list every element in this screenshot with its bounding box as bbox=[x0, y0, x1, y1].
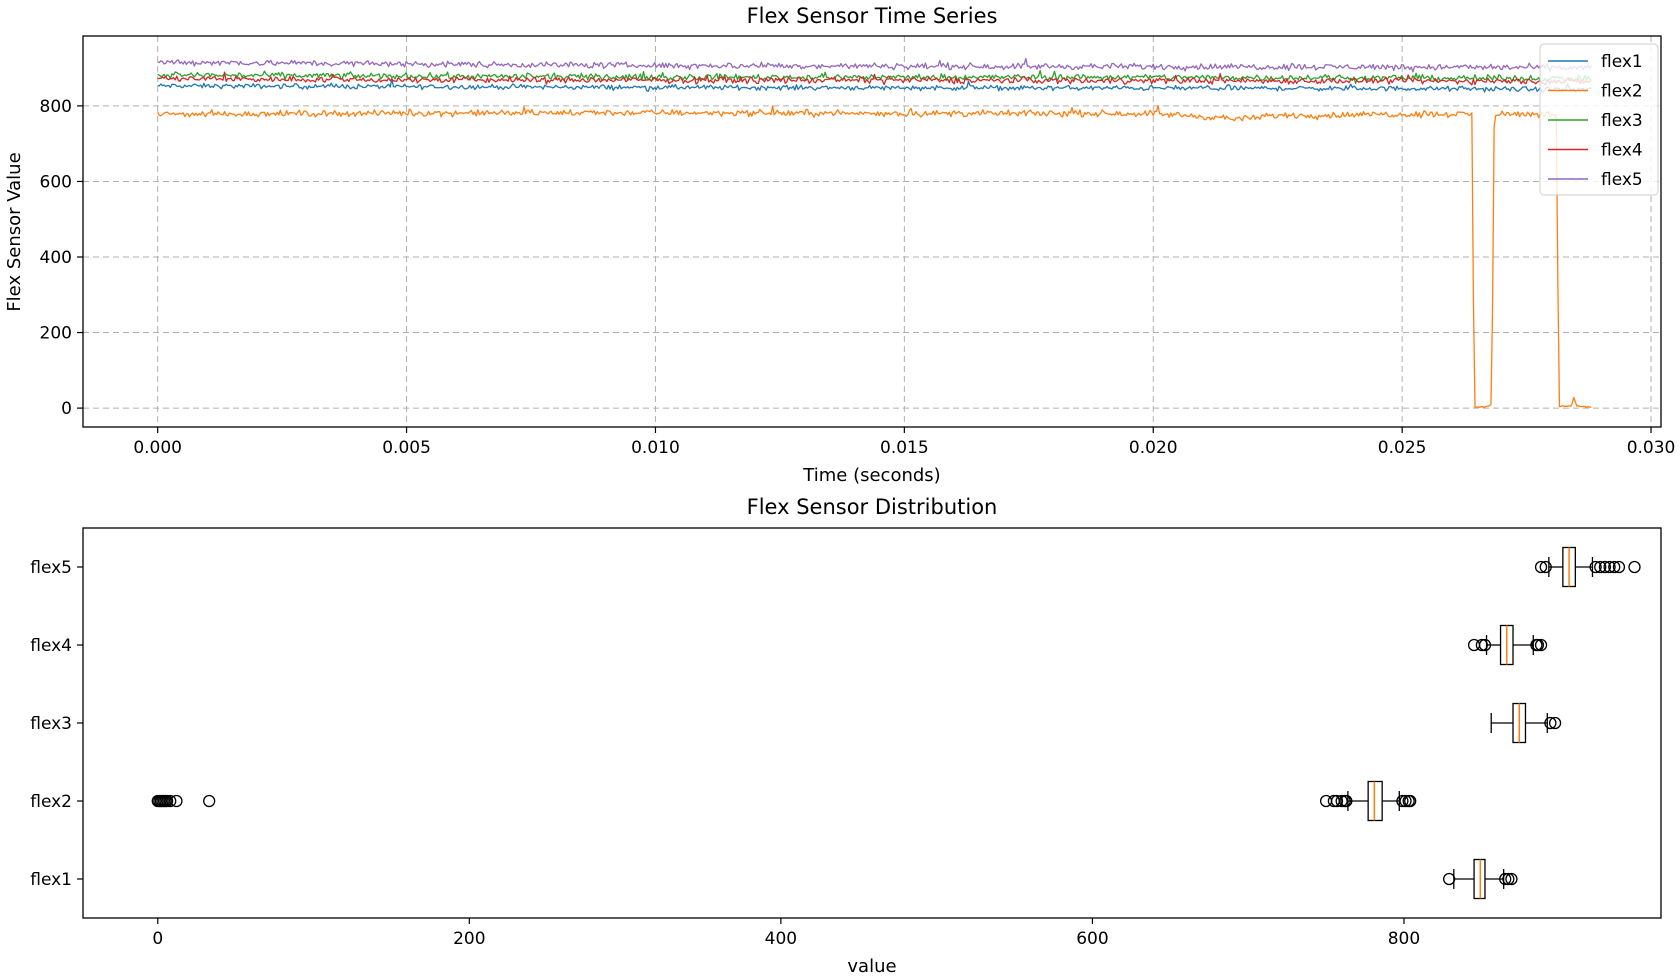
x-tick-label: 400 bbox=[765, 929, 797, 949]
x-tick-label: 0.005 bbox=[382, 438, 431, 458]
x-tick-label: 0.025 bbox=[1378, 438, 1427, 458]
boxplot-flex2 bbox=[151, 780, 1417, 822]
y-tick-label: 0 bbox=[61, 399, 72, 419]
outlier-point bbox=[1628, 560, 1641, 574]
boxplot-flex4 bbox=[1467, 624, 1548, 666]
x-tick-label: 0.015 bbox=[880, 438, 929, 458]
y-tick-label: 600 bbox=[40, 172, 72, 192]
timeseries-title: Flex Sensor Time Series bbox=[747, 4, 998, 28]
boxplot-flex3 bbox=[1490, 702, 1562, 744]
legend: flex1 flex2 flex3 flex4 flex5 bbox=[1539, 43, 1659, 196]
outlier-point bbox=[1396, 794, 1409, 808]
y-tick-label: flex3 bbox=[30, 714, 72, 734]
outlier-point bbox=[1475, 638, 1489, 652]
outlier-point bbox=[1404, 794, 1417, 808]
box bbox=[1473, 858, 1486, 900]
x-tick-label: 0.010 bbox=[631, 438, 680, 458]
y-tick-label: 200 bbox=[40, 324, 72, 344]
outlier-point bbox=[1539, 560, 1552, 574]
distribution-title: Flex Sensor Distribution bbox=[747, 495, 998, 519]
outlier-point bbox=[1603, 560, 1616, 574]
outlier-point bbox=[203, 794, 216, 808]
outlier-point bbox=[1499, 872, 1512, 886]
outlier-point bbox=[1442, 872, 1456, 886]
series-line-flex2 bbox=[157, 105, 1592, 409]
x-tick-label: 0 bbox=[152, 929, 163, 949]
outlier-point bbox=[1534, 560, 1548, 574]
timeseries-grid bbox=[83, 36, 1661, 427]
series-line-flex1 bbox=[157, 77, 1592, 93]
y-tick-label: flex2 bbox=[30, 792, 72, 812]
y-tick-label: 400 bbox=[40, 248, 72, 268]
outlier-point bbox=[1502, 872, 1515, 886]
y-tick-label: flex1 bbox=[30, 870, 72, 890]
distribution-frame bbox=[82, 527, 1662, 919]
series-line-flex3 bbox=[157, 69, 1592, 85]
timeseries-y-ticks: 0 200 400 600 800 bbox=[40, 97, 83, 419]
legend-label-flex3: flex3 bbox=[1601, 111, 1643, 131]
box bbox=[1367, 780, 1383, 822]
timeseries-panel: Flex Sensor Time Series 0.000 0.005 0.010 0… bbox=[4, 4, 1675, 486]
outlier-point bbox=[1531, 638, 1545, 652]
legend-label-flex2: flex2 bbox=[1601, 82, 1643, 102]
outlier-point bbox=[1478, 638, 1492, 652]
legend-label-flex4: flex4 bbox=[1601, 141, 1643, 161]
distribution-x-axis-label: value bbox=[847, 956, 896, 977]
outlier-point bbox=[1340, 794, 1353, 808]
y-tick-label: flex4 bbox=[30, 636, 72, 656]
timeseries-x-axis-label: Time (seconds) bbox=[802, 465, 940, 486]
series-line-flex5 bbox=[157, 57, 1592, 73]
x-tick-label: 0.000 bbox=[133, 438, 182, 458]
outlier-point bbox=[1534, 638, 1548, 652]
series-line-flex4 bbox=[157, 71, 1592, 86]
x-tick-label: 600 bbox=[1076, 929, 1108, 949]
timeseries-lines bbox=[157, 57, 1592, 409]
legend-label-flex1: flex1 bbox=[1601, 52, 1643, 72]
outlier-point bbox=[1589, 560, 1602, 574]
outlier-point bbox=[1612, 560, 1626, 574]
x-tick-label: 0.030 bbox=[1627, 438, 1676, 458]
timeseries-frame bbox=[82, 35, 1662, 428]
boxplot-flex1 bbox=[1442, 858, 1518, 900]
outlier-point bbox=[164, 794, 177, 808]
x-tick-label: 0.020 bbox=[1129, 438, 1178, 458]
distribution-boxes bbox=[151, 546, 1641, 900]
boxplot-flex5 bbox=[1534, 546, 1641, 588]
outlier-point bbox=[1399, 794, 1412, 808]
y-tick-label: flex5 bbox=[30, 558, 72, 578]
distribution-x-ticks: 0 200 400 600 800 bbox=[152, 918, 1420, 949]
timeseries-y-axis-label: Flex Sensor Value bbox=[4, 152, 25, 311]
y-tick-label: 800 bbox=[40, 97, 72, 117]
outlier-point bbox=[1335, 794, 1348, 808]
outlier-point bbox=[1544, 716, 1557, 730]
outlier-point bbox=[1608, 560, 1621, 574]
outlier-point bbox=[1594, 560, 1607, 574]
outlier-point bbox=[1598, 560, 1612, 574]
timeseries-x-ticks: 0.000 0.005 0.010 0.015 0.020 0.025 0.030 bbox=[133, 427, 1675, 458]
outlier-point bbox=[160, 794, 174, 808]
outlier-point bbox=[170, 794, 183, 808]
distribution-panel: Flex Sensor Distribution 0 200 400 600 800 f… bbox=[30, 495, 1662, 977]
outlier-point bbox=[1330, 794, 1344, 808]
outlier-point bbox=[1505, 872, 1518, 886]
distribution-y-ticks: flex1 flex2 flex3 flex4 flex5 bbox=[30, 558, 83, 890]
x-tick-label: 800 bbox=[1388, 929, 1420, 949]
x-tick-label: 200 bbox=[453, 929, 485, 949]
outlier-point bbox=[1548, 716, 1562, 730]
legend-label-flex5: flex5 bbox=[1601, 170, 1643, 190]
legend-box bbox=[1539, 43, 1659, 196]
